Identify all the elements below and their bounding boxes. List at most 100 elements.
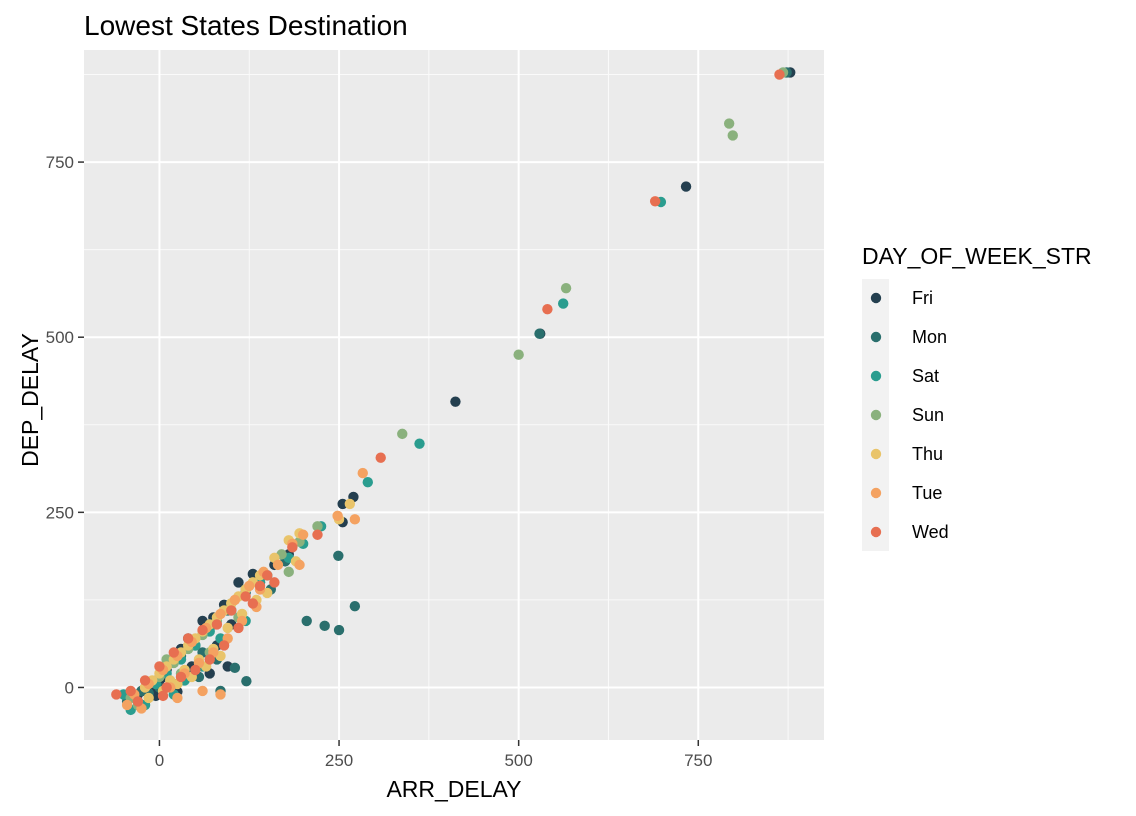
data-point xyxy=(272,559,284,571)
data-point xyxy=(294,559,305,571)
chart-title: Lowest States Destination xyxy=(84,10,408,41)
data-point xyxy=(111,689,122,700)
data-point xyxy=(182,633,194,644)
data-point xyxy=(211,619,223,630)
data-point xyxy=(333,550,344,561)
data-point xyxy=(229,594,241,606)
data-point xyxy=(157,690,169,702)
data-point xyxy=(357,467,368,479)
x-tick-label: 250 xyxy=(325,751,353,770)
data-point xyxy=(241,675,252,687)
y-axis-title: DEP_DELAY xyxy=(17,333,43,467)
data-point xyxy=(332,510,343,522)
data-point xyxy=(397,428,408,440)
data-point xyxy=(542,303,553,315)
data-point xyxy=(172,692,183,704)
data-point xyxy=(558,298,569,309)
data-point xyxy=(534,328,545,339)
legend-item-thu: Thu xyxy=(870,444,943,464)
legend-key-dot xyxy=(870,331,882,343)
data-point xyxy=(121,699,133,711)
x-tick-label: 500 xyxy=(504,751,532,770)
data-point xyxy=(215,608,226,620)
x-tick-label: 750 xyxy=(684,751,712,770)
data-point xyxy=(215,689,226,700)
data-point xyxy=(244,580,255,592)
data-point xyxy=(727,130,738,141)
data-point xyxy=(560,282,572,294)
legend: DAY_OF_WEEK_STR Fri Mon Sat Sun Thu Tue Wed xyxy=(862,243,1092,551)
data-point xyxy=(349,514,361,525)
legend-label: Sat xyxy=(912,366,939,386)
data-point xyxy=(337,498,348,510)
data-point xyxy=(161,682,172,693)
data-point xyxy=(197,624,208,636)
legend-item-mon: Mon xyxy=(870,327,947,347)
data-point xyxy=(204,654,215,665)
legend-key-dot xyxy=(870,487,882,499)
legend-label: Sun xyxy=(912,405,944,425)
y-tick-label: 750 xyxy=(46,153,74,172)
x-axis-title: ARR_DELAY xyxy=(386,776,521,802)
data-point xyxy=(262,570,273,581)
data-point xyxy=(229,662,241,674)
y-tick-label: 250 xyxy=(46,503,74,522)
data-point xyxy=(774,69,785,80)
data-point xyxy=(312,521,323,532)
data-point xyxy=(168,647,180,658)
legend-item-sun: Sun xyxy=(870,405,944,425)
data-point xyxy=(190,664,201,676)
data-point xyxy=(344,498,356,510)
x-axis-ticks: 0 250 500 750 xyxy=(155,740,712,770)
data-point xyxy=(247,598,259,609)
data-point xyxy=(319,620,330,632)
y-tick-label: 500 xyxy=(46,328,74,347)
data-point xyxy=(175,671,187,683)
legend-key-dot xyxy=(870,370,882,382)
data-point xyxy=(154,661,165,672)
data-point xyxy=(287,542,298,553)
data-point xyxy=(233,577,244,588)
data-point xyxy=(649,196,661,207)
legend-label: Wed xyxy=(912,522,949,542)
legend-label: Mon xyxy=(912,327,947,347)
data-point xyxy=(222,622,233,634)
legend-item-wed: Wed xyxy=(870,522,949,542)
data-point xyxy=(513,349,524,360)
minor-gridlines xyxy=(84,50,824,740)
series-wed xyxy=(111,69,785,707)
x-tick-label: 0 xyxy=(155,751,164,770)
legend-label: Thu xyxy=(912,444,943,464)
data-point xyxy=(139,675,151,686)
data-point xyxy=(362,477,373,488)
data-point xyxy=(375,452,386,463)
data-point xyxy=(450,396,461,407)
legend-key-dot xyxy=(870,292,882,304)
data-point xyxy=(143,692,154,704)
data-point xyxy=(218,640,230,651)
data-point xyxy=(197,685,208,697)
y-axis-ticks: 0 250 500 750 xyxy=(46,153,84,697)
data-point xyxy=(269,577,280,588)
data-point xyxy=(723,118,735,129)
data-point xyxy=(680,181,692,192)
y-tick-label: 0 xyxy=(65,678,74,697)
data-point xyxy=(226,605,237,616)
data-point xyxy=(333,624,345,636)
legend-key-dot xyxy=(870,409,882,421)
data-point xyxy=(132,696,144,707)
legend-label: Tue xyxy=(912,483,942,503)
data-point xyxy=(233,622,244,634)
data-point xyxy=(349,601,361,612)
data-point xyxy=(414,438,425,449)
legend-key-dot xyxy=(870,526,882,538)
legend-item-sat: Sat xyxy=(870,366,939,386)
data-point xyxy=(254,580,266,592)
legend-key-dot xyxy=(870,448,882,460)
legend-title: DAY_OF_WEEK_STR xyxy=(862,243,1092,269)
legend-items: Fri Mon Sat Sun Thu Tue Wed xyxy=(870,288,949,542)
data-point xyxy=(283,566,294,578)
data-point xyxy=(297,529,309,540)
